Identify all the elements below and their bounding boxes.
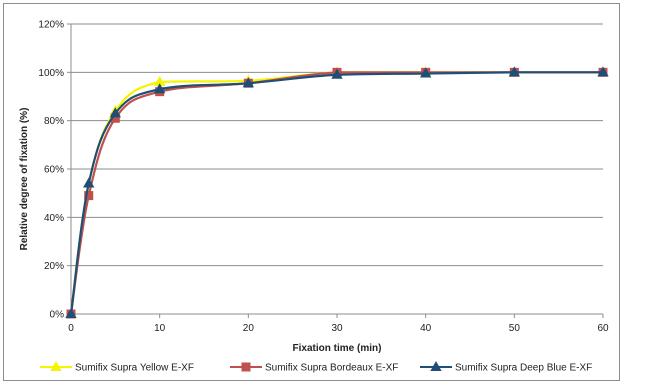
x-tick-label: 30 xyxy=(331,323,343,334)
legend-label: Sumifix Supra Deep Blue E-XF xyxy=(455,363,592,374)
data-point xyxy=(84,191,94,201)
series-line xyxy=(69,71,603,315)
chart-frame xyxy=(3,3,620,381)
data-point xyxy=(109,107,121,118)
x-tick-label: 40 xyxy=(420,323,432,334)
y-tick-label: 100% xyxy=(38,68,64,79)
legend-item: Sumifix Supra Deep Blue E-XF xyxy=(420,360,592,374)
legend-item: Sumifix Supra Bordeaux E-XF xyxy=(230,362,398,374)
legend-label: Sumifix Supra Bordeaux E-XF xyxy=(265,363,398,374)
data-point xyxy=(154,83,166,94)
y-tick-label: 40% xyxy=(44,213,64,224)
legend-marker xyxy=(430,360,442,371)
legend-marker xyxy=(241,362,251,372)
series-2 xyxy=(66,67,608,319)
data-point xyxy=(83,177,95,188)
y-tick-label: 20% xyxy=(44,261,64,272)
legend-item: Sumifix Supra Yellow E-XF xyxy=(40,360,194,374)
x-tick-label: 10 xyxy=(154,323,166,334)
legend-marker xyxy=(50,360,62,371)
data-point xyxy=(420,67,432,78)
legend-label: Sumifix Supra Yellow E-XF xyxy=(75,363,194,374)
series-line xyxy=(69,71,603,315)
x-axis-ticks: 0 10 20 30 40 50 60 xyxy=(68,314,609,334)
data-point xyxy=(65,307,77,318)
series-1 xyxy=(65,66,609,318)
data-point xyxy=(508,66,520,77)
data-point xyxy=(242,77,254,88)
series-group xyxy=(65,66,609,319)
series-3 xyxy=(65,66,609,318)
y-tick-label: 80% xyxy=(44,116,64,127)
x-tick-label: 60 xyxy=(597,323,609,334)
x-axis-title: Fixation time (min) xyxy=(293,343,382,354)
y-axis-ticks: 0% 20% 40% 60% 80% 100% 120% xyxy=(38,20,71,321)
x-tick-label: 50 xyxy=(509,323,521,334)
grid-lines xyxy=(71,23,603,267)
data-point xyxy=(597,66,609,77)
y-tick-label: 120% xyxy=(38,20,64,31)
y-axis-title: Relative degree of fixation (%) xyxy=(19,108,30,251)
y-tick-label: 0% xyxy=(50,310,65,321)
y-tick-label: 60% xyxy=(44,165,64,176)
x-tick-label: 0 xyxy=(68,323,74,334)
x-tick-label: 20 xyxy=(243,323,255,334)
series-line xyxy=(69,71,603,315)
legend: Sumifix Supra Yellow E-XF Sumifix Supra B… xyxy=(40,360,592,374)
data-point xyxy=(331,68,343,79)
